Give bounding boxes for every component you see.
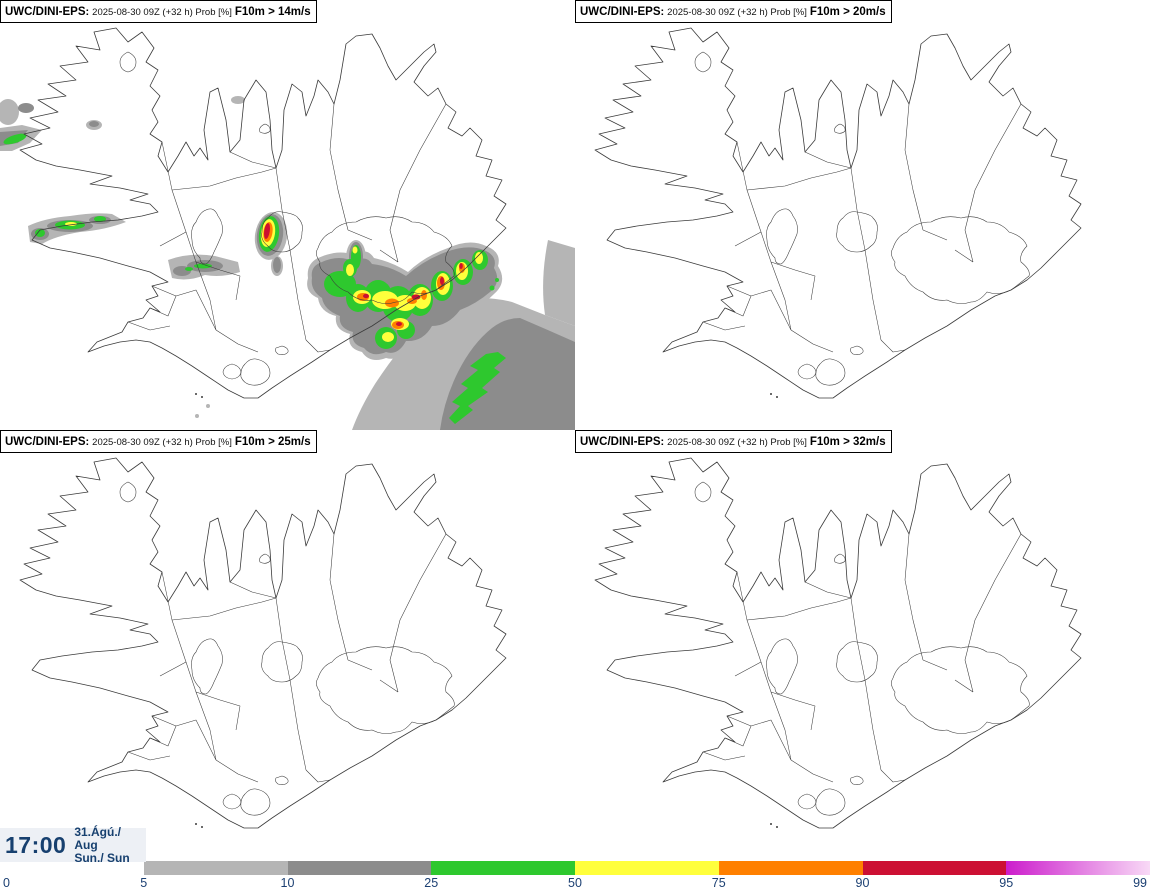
threshold-label: F10m > 20m/s <box>809 6 886 18</box>
colorbar-ticks: 0 5 10 25 50 75 90 95 99 <box>0 876 1150 891</box>
forecast-panel-25ms: UWC/DINI-EPS: 2025-08-30 09Z (+32 h) Prob… <box>0 430 575 860</box>
model-label: UWC/DINI-EPS <box>580 6 661 18</box>
colorbar-segment <box>0 861 144 875</box>
model-label: UWC/DINI-EPS <box>5 436 86 448</box>
panel-title: UWC/DINI-EPS: 2025-08-30 09Z (+32 h) Prob… <box>0 0 317 23</box>
colorbar-tick-label: 50 <box>568 876 582 890</box>
probability-colorbar: 0 5 10 25 50 75 90 95 99 <box>0 861 1150 891</box>
threshold-label: F10m > 32m/s <box>809 436 886 448</box>
colorbar-tick-label: 90 <box>855 876 870 890</box>
colorbar-tick-label: 10 <box>280 876 295 890</box>
colorbar-segment <box>862 861 1007 875</box>
threshold-label: F10m > 14m/s <box>234 6 311 18</box>
valid-time: 17:00 <box>5 831 67 858</box>
valid-time-box: 17:00 31.Ágú./ Aug Sun./ Sun <box>0 824 146 865</box>
colorbar-tick-label: 95 <box>999 876 1014 890</box>
valid-day: Sun./ Sun <box>74 850 130 865</box>
panel-title: UWC/DINI-EPS: 2025-08-30 09Z (+32 h) Prob… <box>575 0 892 23</box>
model-label: UWC/DINI-EPS <box>580 436 661 448</box>
colorbar-segment <box>1006 861 1150 875</box>
colorbar-tick-label: 75 <box>711 876 726 890</box>
iceland-map <box>594 20 1082 399</box>
colorbar-tick-label: 5 <box>140 876 148 890</box>
threshold-label: F10m > 25m/s <box>234 436 311 448</box>
colorbar-segment <box>718 861 863 875</box>
colorbar-segment <box>431 861 575 875</box>
colorbar-tick-label: 0 <box>3 876 10 890</box>
colorbar-tick-label: 99 <box>1133 876 1147 890</box>
forecast-panel-32ms: UWC/DINI-EPS: 2025-08-30 09Z (+32 h) Prob… <box>575 430 1150 860</box>
panel-title: UWC/DINI-EPS: 2025-08-30 09Z (+32 h) Prob… <box>0 430 317 453</box>
model-label: UWC/DINI-EPS <box>5 6 86 18</box>
colorbar-tick-label: 25 <box>424 876 439 890</box>
forecast-panel-14ms: UWC/DINI-EPS: 2025-08-30 09Z (+32 h) Prob… <box>0 0 575 430</box>
colorbar-bar <box>0 861 1150 875</box>
valid-date: 31.Ágú./ Aug <box>74 824 122 852</box>
panel-title: UWC/DINI-EPS: 2025-08-30 09Z (+32 h) Prob… <box>575 430 892 453</box>
forecast-panel-20ms: UWC/DINI-EPS: 2025-08-30 09Z (+32 h) Prob… <box>575 0 1150 430</box>
run-label: 2025-08-30 09Z (+32 h) Prob [%] <box>667 7 807 18</box>
iceland-map <box>594 450 1082 829</box>
run-label: 2025-08-30 09Z (+32 h) Prob [%] <box>92 7 232 18</box>
colorbar-segment <box>575 861 719 875</box>
run-label: 2025-08-30 09Z (+32 h) Prob [%] <box>92 437 232 448</box>
iceland-map <box>19 450 507 829</box>
iceland-map <box>0 20 575 430</box>
colorbar-segment <box>287 861 432 875</box>
run-label: 2025-08-30 09Z (+32 h) Prob [%] <box>667 437 807 448</box>
colorbar-segment <box>143 861 288 875</box>
